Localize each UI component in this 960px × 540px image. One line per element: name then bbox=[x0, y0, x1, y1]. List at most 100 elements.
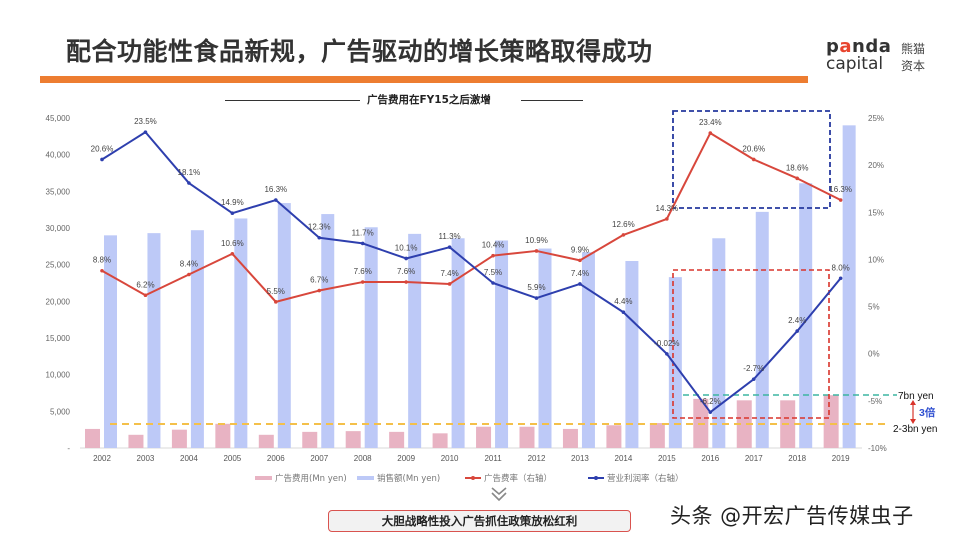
x-axis-label: 2006 bbox=[267, 454, 285, 463]
op-margin-line-marker bbox=[230, 211, 235, 216]
op-margin-line-data-label: 14.9% bbox=[221, 198, 244, 207]
ad-cost-bar bbox=[258, 434, 274, 448]
right-axis-tick: 5% bbox=[868, 303, 880, 312]
x-axis-label: 2005 bbox=[223, 454, 241, 463]
ad-ratio-line-marker bbox=[143, 293, 148, 298]
ad-ratio-line-data-label: 10.4% bbox=[482, 241, 505, 250]
panda-capital-logo: panda capital 熊猫 资本 bbox=[826, 38, 936, 78]
multiplier-label: 3倍 bbox=[919, 406, 936, 419]
legend-item: 营业利润率（右轴） bbox=[588, 472, 684, 484]
ad-ratio-line-marker bbox=[230, 251, 235, 256]
ad-ratio-line-marker bbox=[708, 131, 713, 135]
low-ad-spend-label: 2-3bn yen bbox=[893, 424, 937, 435]
sales-bar bbox=[147, 233, 161, 448]
ad-ratio-line-marker bbox=[404, 280, 408, 284]
x-axis-label: 2013 bbox=[571, 454, 589, 463]
ad-ratio-line-data-label: 8.4% bbox=[180, 260, 198, 269]
op-margin-line-data-label: 7.5% bbox=[484, 268, 502, 277]
watermark: 头条 @开宏广告传媒虫子 bbox=[670, 504, 914, 528]
ad-cost-bar bbox=[85, 428, 100, 448]
op-margin-line-marker bbox=[100, 157, 104, 162]
left-axis-tick: 35,000 bbox=[46, 187, 71, 196]
ad-ratio-line-marker bbox=[274, 300, 278, 304]
right-axis-tick: 10% bbox=[868, 255, 884, 264]
x-axis-label: 2017 bbox=[745, 454, 763, 463]
ad-cost-bar bbox=[302, 431, 318, 448]
ad-ratio-highlight-box bbox=[672, 110, 831, 209]
x-axis-label: 2014 bbox=[615, 454, 633, 463]
ad-ratio-line-data-label: 7.6% bbox=[397, 267, 415, 276]
op-margin-line-data-label: 10.1% bbox=[395, 243, 418, 252]
logo-cn-line1: 熊猫 bbox=[901, 42, 926, 56]
left-axis-tick: 30,000 bbox=[46, 224, 71, 233]
ad-ratio-line-marker bbox=[534, 249, 539, 253]
sales-bar bbox=[625, 261, 639, 448]
op-margin-line-marker bbox=[491, 281, 495, 285]
sales-bar bbox=[842, 125, 856, 448]
legend-label: 营业利润率（右轴） bbox=[607, 474, 684, 484]
legend-bar-swatch-icon bbox=[255, 476, 272, 480]
x-axis-label: 2019 bbox=[832, 454, 850, 463]
ad-cost-bar bbox=[215, 423, 231, 448]
op-margin-line-marker bbox=[665, 352, 669, 356]
legend-line-swatch-icon bbox=[465, 476, 481, 480]
x-axis-label: 2004 bbox=[180, 454, 198, 463]
x-axis-label: 2012 bbox=[528, 454, 546, 463]
ad-ratio-line-marker bbox=[621, 233, 626, 237]
ad-cost-bar bbox=[823, 395, 839, 448]
x-axis-label: 2009 bbox=[397, 454, 415, 463]
x-axis-label: 2008 bbox=[354, 454, 372, 463]
logo-cn-line2: 资本 bbox=[901, 59, 926, 73]
op-margin-line-marker bbox=[708, 410, 713, 414]
ad-ratio-line-data-label: 9.9% bbox=[571, 245, 589, 254]
right-axis-tick: -5% bbox=[868, 397, 882, 406]
left-axis-tick: 40,000 bbox=[46, 151, 71, 160]
conclusion-box: 大胆战略性投入广告抓住政策放松红利 bbox=[328, 510, 631, 532]
logo-capital-text: capital bbox=[826, 54, 884, 74]
op-margin-line-data-label: 11.7% bbox=[352, 228, 374, 237]
op-margin-line-marker bbox=[143, 130, 148, 134]
left-axis-tick: - bbox=[67, 444, 70, 453]
op-margin-line-data-label: -2.7% bbox=[743, 364, 764, 373]
x-axis-label: 2007 bbox=[310, 454, 328, 463]
op-margin-line-data-label: 11.3% bbox=[439, 232, 461, 241]
left-axis-tick: 20,000 bbox=[46, 297, 71, 306]
right-axis-tick: 25% bbox=[868, 114, 884, 123]
right-axis-tick: 15% bbox=[868, 208, 884, 217]
ad-cost-bar bbox=[476, 426, 492, 448]
op-margin-line-marker bbox=[578, 282, 582, 286]
sales-bar bbox=[234, 218, 248, 448]
left-axis-tick: 15,000 bbox=[46, 334, 71, 343]
op-margin-line-marker bbox=[274, 198, 278, 202]
ad-ratio-line-data-label: 6.7% bbox=[310, 276, 328, 285]
legend-label: 广告费用(Mn yen) bbox=[275, 474, 347, 484]
ad-ratio-line bbox=[101, 132, 842, 303]
ad-ratio-line-marker bbox=[187, 272, 191, 277]
op-margin-line-data-label: 5.9% bbox=[527, 283, 545, 292]
sales-bar bbox=[104, 235, 117, 448]
ad-ratio-line-data-label: 7.6% bbox=[354, 267, 372, 276]
subtitle-rule-right bbox=[521, 100, 583, 101]
op-margin-line-data-label: 23.5% bbox=[134, 117, 157, 126]
ad-ratio-line-data-label: 7.4% bbox=[440, 269, 458, 278]
ad-ratio-line-data-label: 10.6% bbox=[221, 239, 244, 248]
op-margin-line-marker bbox=[360, 241, 365, 246]
op-margin-line-marker bbox=[795, 329, 799, 333]
ad-ratio-line-data-label: 16.3% bbox=[829, 185, 852, 194]
x-axis-label: 2010 bbox=[441, 454, 459, 463]
ad-ratio-line-marker bbox=[491, 253, 495, 258]
ad-ratio-line-data-label: 10.9% bbox=[525, 236, 548, 245]
sales-bar bbox=[538, 248, 552, 448]
ad-cost-bar bbox=[389, 431, 405, 448]
left-axis-tick: 25,000 bbox=[46, 261, 71, 270]
ad-cost-bar bbox=[345, 431, 361, 448]
ad-ratio-line-marker bbox=[100, 268, 104, 273]
legend-bar-swatch-icon bbox=[357, 476, 374, 480]
ad-ratio-line-data-label: 6.2% bbox=[136, 280, 154, 289]
ad-ratio-line-marker bbox=[665, 217, 669, 221]
ad-ratio-line-marker bbox=[795, 176, 799, 181]
ad-cost-bar bbox=[171, 429, 187, 448]
sales-bar bbox=[755, 211, 769, 448]
right-axis-tick: 20% bbox=[868, 161, 884, 170]
